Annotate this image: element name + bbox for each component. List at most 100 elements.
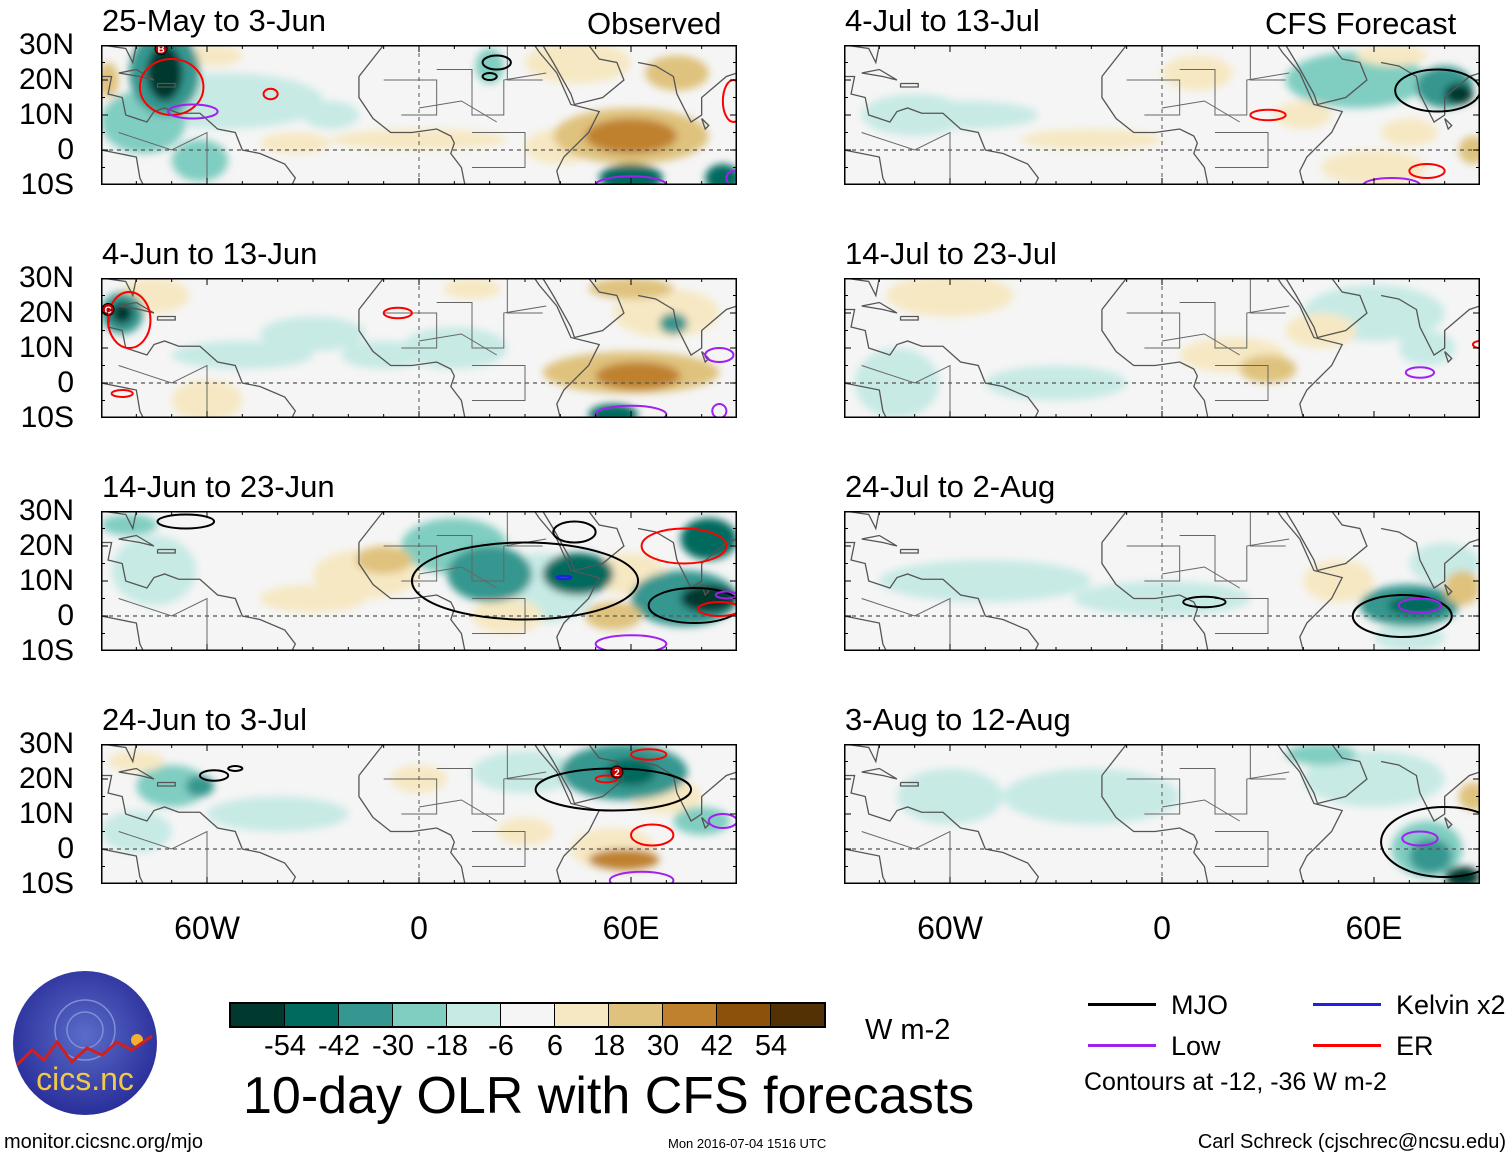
coastline <box>101 744 137 764</box>
coastline <box>101 75 297 185</box>
border <box>861 131 951 185</box>
olr-anomaly <box>1303 560 1374 602</box>
kelvin-contour <box>555 574 572 581</box>
coastline <box>1197 744 1344 884</box>
er-contour <box>594 774 618 784</box>
legend-label: Kelvin x2 <box>1396 990 1506 1020</box>
olr-anomaly <box>1285 313 1357 348</box>
border <box>418 566 497 589</box>
coastline <box>542 278 625 339</box>
er-contour <box>630 823 675 847</box>
coastline <box>1444 351 1453 364</box>
er-contour <box>110 389 134 398</box>
low-contour <box>1362 177 1421 185</box>
coastline <box>899 315 919 321</box>
low-contour <box>704 347 735 363</box>
colorbar-label: -54 <box>264 1030 306 1062</box>
mjo-contour <box>1182 595 1227 609</box>
olr-anomaly <box>1162 55 1233 91</box>
map-panel: C <box>101 278 737 418</box>
panel-title: 14-Jun to 23-Jun <box>102 469 335 504</box>
colorbar-swatch <box>555 1004 609 1026</box>
y-tick-label: 0 <box>57 599 74 632</box>
olr-anomaly <box>260 584 366 613</box>
panel-title: 14-Jul to 23-Jul <box>845 236 1057 271</box>
coastline <box>1101 278 1128 310</box>
legend-line <box>1088 1003 1156 1006</box>
coastline <box>101 308 297 418</box>
coastline <box>1101 511 1128 543</box>
olr-anomaly <box>542 553 614 595</box>
coastline <box>454 511 601 651</box>
coastline <box>454 744 601 884</box>
coastline <box>1101 76 1209 185</box>
mjo-contour <box>552 520 597 544</box>
olr-anomaly <box>1285 52 1427 108</box>
er-contour <box>107 291 152 349</box>
y-tick-label: 10S <box>20 401 74 434</box>
coastline <box>156 315 176 321</box>
coastline <box>844 615 887 651</box>
olr-anomaly <box>1003 768 1180 825</box>
border <box>1249 511 1286 547</box>
footer-timestamp: Mon 2016-07-04 1516 UTC <box>668 1136 827 1151</box>
panel-title: 4-Jul to 13-Jul <box>845 3 1040 38</box>
border <box>118 597 208 651</box>
map-panel <box>844 278 1480 418</box>
coastline <box>101 382 144 418</box>
contours-note: Contours at -12, -36 W m-2 <box>1084 1068 1387 1096</box>
olr-anomaly <box>475 48 504 84</box>
legend-line <box>1313 1003 1381 1006</box>
coastline <box>156 781 176 787</box>
coastline <box>118 767 155 780</box>
coastline <box>358 744 385 776</box>
border <box>118 131 208 185</box>
border <box>1179 302 1290 349</box>
coastline <box>844 278 880 298</box>
colorbar-label: 42 <box>700 1030 734 1062</box>
legend-line <box>1313 1044 1381 1047</box>
storm-marker: B <box>154 45 168 56</box>
olr-anomaly <box>1303 751 1445 807</box>
colorbar-swatch <box>285 1004 339 1026</box>
colorbar-label: 54 <box>754 1030 788 1062</box>
coastline <box>1197 45 1344 185</box>
coastline <box>1444 118 1453 131</box>
coastline <box>101 511 137 531</box>
y-tick-label: 20N <box>18 529 74 562</box>
coastline <box>861 534 898 547</box>
coastline <box>454 278 601 418</box>
border <box>1179 535 1290 582</box>
border <box>1161 100 1240 123</box>
colorbar-label: 6 <box>546 1030 564 1062</box>
coastline <box>358 542 466 651</box>
colorbar-label: -18 <box>426 1030 468 1062</box>
coastline <box>844 45 880 65</box>
colorbar-swatch <box>231 1004 285 1026</box>
low-contour <box>714 590 737 600</box>
border <box>506 45 543 81</box>
olr-anomaly <box>330 129 508 150</box>
olr-anomaly <box>260 132 331 154</box>
olr-anomaly <box>101 514 158 536</box>
mjo-contour <box>156 513 216 530</box>
border <box>1161 566 1240 589</box>
colorbar-swatch <box>771 1004 824 1026</box>
cfs-forecast-label: CFS Forecast <box>1265 6 1457 41</box>
legend-label: ER <box>1396 1031 1434 1061</box>
footer-author: Carl Schreck (cjschrec@ncsu.edu) <box>1197 1131 1506 1153</box>
coastline <box>101 541 297 651</box>
olr-anomaly <box>1444 570 1480 606</box>
storm-marker: 2 <box>610 765 624 779</box>
footer-url[interactable]: monitor.cicsnc.org/mjo <box>4 1131 203 1153</box>
y-tick-label: 10S <box>20 168 74 201</box>
olr-anomaly <box>1020 129 1162 150</box>
olr-anomaly <box>171 341 313 369</box>
y-tick-label: 0 <box>57 133 74 166</box>
coastline <box>1285 744 1368 805</box>
legend-line <box>1088 1044 1156 1047</box>
border <box>1249 45 1286 81</box>
y-tick-label: 30N <box>18 727 74 760</box>
border <box>383 778 438 815</box>
